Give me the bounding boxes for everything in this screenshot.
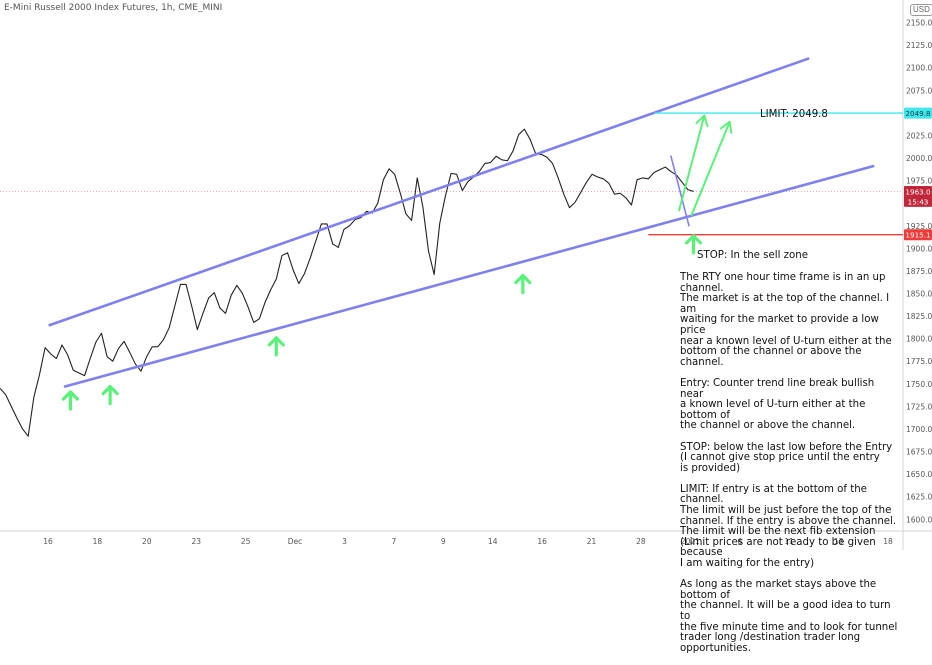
x-tick-label: 21 (587, 537, 597, 546)
counter-trend-line (670, 155, 690, 227)
channel-bottom-line (63, 164, 875, 388)
y-tick-label: 1825.0 (906, 312, 932, 321)
note-paragraph: LIMIT: If entry is at the bottom of the … (680, 483, 897, 570)
x-tick-label: 28 (636, 537, 646, 546)
y-tick-label: 2150.0 (906, 19, 932, 28)
target-arrow-shaft (690, 120, 731, 216)
y-tick-label: 1800.0 (906, 335, 932, 344)
up-arrow-icon (101, 385, 119, 406)
timer-price-tag-label: 15:43 (908, 197, 929, 206)
last-price-tag-label: 1963.0 (905, 187, 931, 196)
stop-price-tag-label: 1915.1 (905, 231, 930, 240)
x-tick-label: 6 (737, 537, 742, 546)
chart-title: E-Mini Russell 2000 Index Futures, 1h, C… (4, 3, 223, 13)
up-arrow-head (101, 385, 119, 396)
y-tick-label: 2025.0 (906, 131, 932, 140)
limit-label: LIMIT: 2049.8 (760, 109, 828, 120)
y-tick-label: 2075.0 (906, 86, 932, 95)
y-tick-label: 1600.0 (906, 515, 932, 524)
x-tick-label: 18 (883, 537, 893, 546)
target-arrow-shaft (678, 114, 706, 212)
y-tick-label: 2125.0 (906, 41, 932, 50)
target-arrow-head (695, 114, 709, 128)
note-paragraph: The RTY one hour time frame is in an up … (680, 272, 892, 368)
x-tick-label: 25 (241, 537, 251, 546)
stop-label: STOP: In the sell zone (697, 250, 808, 261)
x-tick-label: 9 (441, 537, 446, 546)
y-tick-label: 2100.0 (906, 64, 932, 73)
channel-top-line (48, 57, 810, 327)
y-tick-label: 1625.0 (906, 493, 932, 502)
x-tick-label: 7 (391, 537, 396, 546)
up-arrow-icon (514, 273, 532, 295)
target-arrow-head (719, 120, 733, 134)
up-arrow-icon (684, 234, 703, 255)
target-arrow-icon (690, 120, 733, 216)
target-arrow-icon (678, 114, 709, 212)
y-tick-label: 1925.0 (906, 222, 932, 231)
x-tick-label: 2021 (681, 537, 700, 546)
last-price-tag (904, 185, 932, 197)
y-tick-label: 1650.0 (906, 470, 932, 479)
up-arrow-icon (267, 336, 285, 357)
y-tick-label: 1975.0 (906, 177, 932, 186)
x-tick-label: 23 (191, 537, 201, 546)
y-tick-label: 1900.0 (906, 244, 932, 253)
y-tick-label: 1775.0 (906, 357, 932, 366)
timer-price-tag (904, 195, 932, 207)
x-tick-label: 11 (784, 537, 794, 546)
up-arrow-icon (61, 390, 80, 411)
up-arrow-head (514, 273, 532, 285)
note-paragraph: As long as the market stays above the bo… (680, 579, 898, 654)
y-tick-label: 1750.0 (906, 380, 932, 389)
price-chart[interactable]: 2150.02125.02100.02075.02050.02025.02000… (0, 0, 932, 550)
x-tick-label: 18 (93, 537, 103, 546)
up-arrow-head (267, 336, 285, 347)
currency-badge[interactable]: USD (910, 4, 932, 16)
y-tick-label: 1675.0 (906, 448, 932, 457)
x-tick-label: 13 (834, 537, 844, 546)
y-tick-label: 1725.0 (906, 402, 932, 411)
x-tick-label: Dec (288, 537, 303, 546)
note-paragraph: STOP: below the last low before the Entr… (680, 441, 893, 474)
up-arrow-head (684, 234, 703, 245)
analysis-notes: The RTY one hour time frame is in an up … (680, 272, 900, 665)
x-tick-label: 20 (142, 537, 152, 546)
y-tick-label: 1875.0 (906, 267, 932, 276)
limit-price-tag-label: 2049.8 (905, 109, 931, 118)
note-paragraph: Entry: Counter trend line break bullish … (680, 377, 875, 432)
limit-price-tag (904, 107, 932, 119)
up-arrow-head (61, 390, 80, 401)
stop-price-tag (904, 229, 932, 241)
y-tick-label: 1850.0 (906, 289, 932, 298)
x-tick-label: 16 (43, 537, 53, 546)
x-tick-label: 14 (488, 537, 498, 546)
y-tick-label: 1700.0 (906, 425, 932, 434)
x-tick-label: 16 (537, 537, 547, 546)
price-series-line (0, 128, 694, 437)
y-tick-label: 2000.0 (906, 154, 932, 163)
x-tick-label: 3 (342, 537, 347, 546)
